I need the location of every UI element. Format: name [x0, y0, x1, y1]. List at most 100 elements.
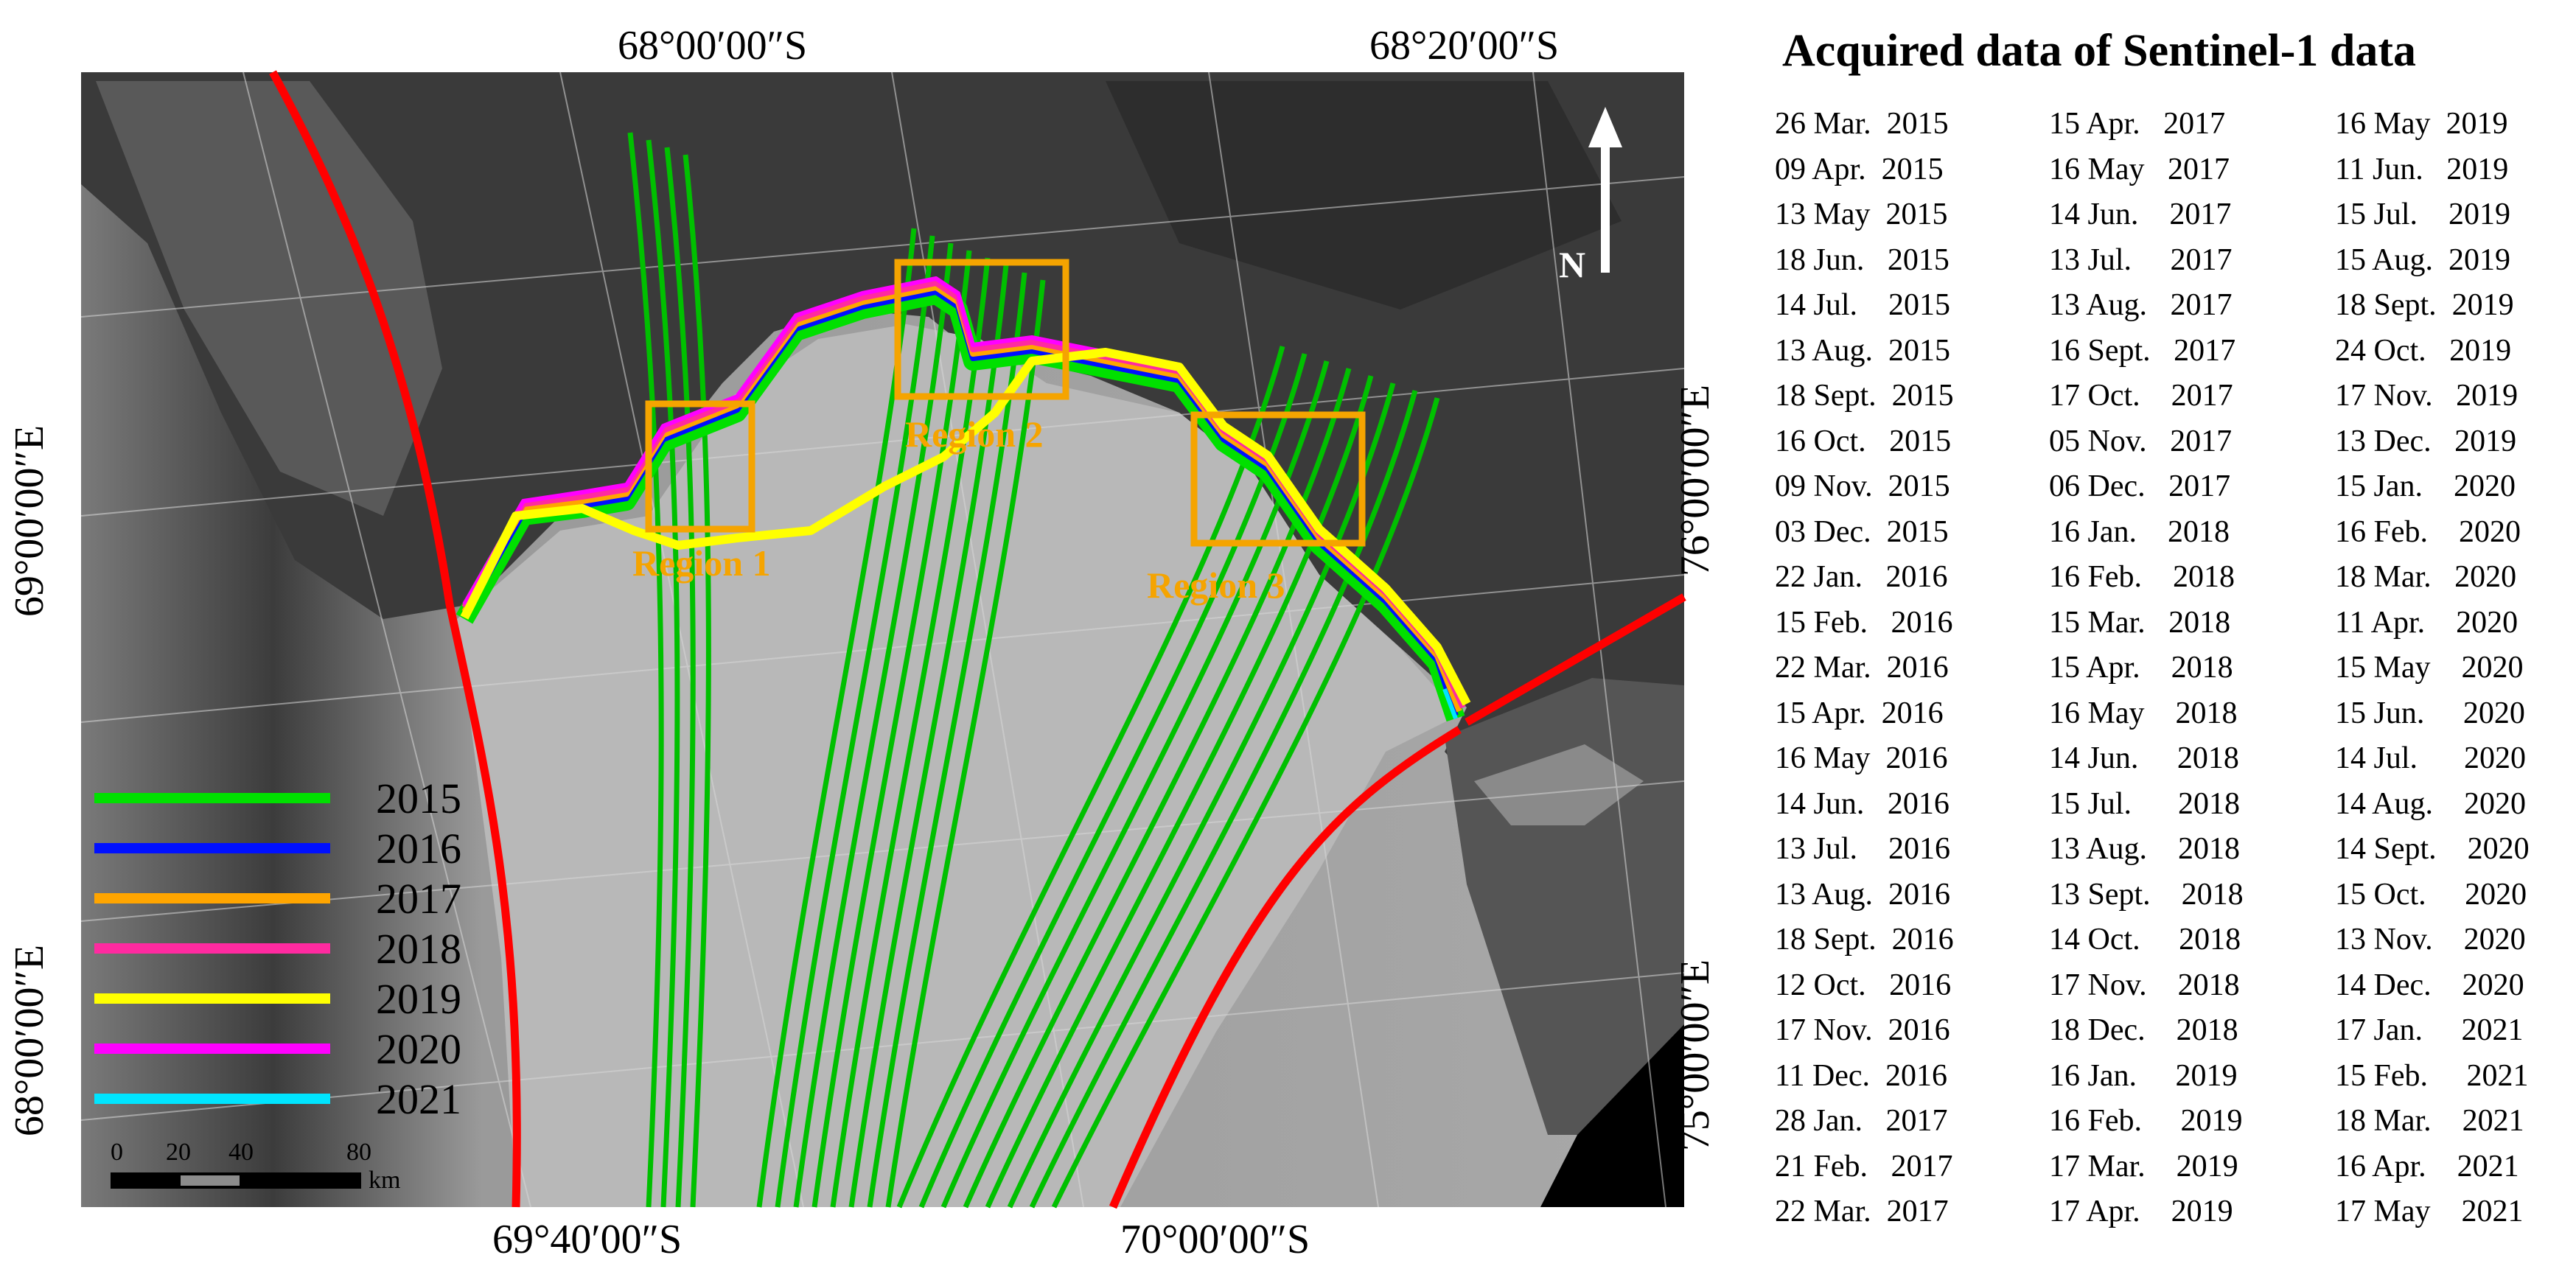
acquisition-date: 11 Jun. 2019	[2335, 152, 2509, 186]
acquisition-date: 16 Feb. 2018	[2049, 560, 2235, 594]
acquisition-date: 05 Nov. 2017	[2049, 424, 2233, 458]
acquisition-date: 13 Aug. 2015	[1775, 333, 1951, 368]
acquisition-date: 14 Dec. 2020	[2335, 968, 2524, 1002]
acquisition-date: 13 Aug. 2016	[1775, 877, 1951, 912]
acquisition-date: 13 Sept. 2018	[2049, 877, 2244, 912]
acquisition-date: 16 May 2019	[2335, 107, 2508, 141]
acquisition-date: 17 Oct. 2017	[2049, 379, 2233, 413]
region-1-box	[645, 400, 755, 533]
acquisition-date: 17 Nov. 2016	[1775, 1013, 1950, 1047]
acquisition-date: 14 Jun. 2016	[1775, 786, 1950, 821]
acquisition-date: 11 Dec. 2016	[1775, 1058, 1948, 1093]
acquisition-date: 06 Dec. 2017	[2049, 469, 2231, 503]
dates-column-2: 15 Apr. 2017 16 May 2017 14 Jun. 2017 13 Ju…	[2049, 102, 2244, 1235]
legend-swatch	[94, 1043, 330, 1054]
acquisition-date: 18 Mar. 2021	[2335, 1104, 2524, 1138]
acquisition-date: 13 Aug. 2018	[2049, 832, 2241, 866]
acquisition-date: 14 Jul. 2015	[1775, 288, 1951, 322]
top-lat-label-2: 68°20′00″S	[1369, 23, 1560, 69]
legend-swatch	[94, 943, 330, 954]
acquisition-date: 16 Jan. 2019	[2049, 1058, 2238, 1093]
left-lon-label-2: 68°00′00″E	[7, 944, 52, 1137]
acquisition-date: 17 Apr. 2019	[2049, 1195, 2233, 1228]
scale-tick: 80	[346, 1139, 371, 1166]
acquisition-date: 13 Jul. 2016	[1775, 832, 1951, 866]
acquisition-date: 14 Jun. 2018	[2049, 741, 2239, 775]
legend-item-2015: 2015	[88, 774, 501, 824]
acquisition-date: 15 Apr. 2017	[2049, 107, 2226, 141]
acquisition-date: 14 Aug. 2020	[2335, 786, 2527, 821]
acquisition-date: 16 Jan. 2018	[2049, 514, 2230, 549]
acquisition-date: 17 May 2021	[2335, 1195, 2524, 1228]
north-arrow-icon	[1588, 107, 1622, 273]
acquisition-date: 13 Aug. 2017	[2049, 288, 2233, 322]
legend-label: 2021	[376, 1075, 461, 1123]
acquisition-date: 15 Jan. 2020	[2335, 469, 2516, 503]
legend-item-2021: 2021	[88, 1074, 501, 1125]
scale-bar-graphic	[111, 1172, 361, 1189]
legend-label: 2020	[376, 1025, 461, 1073]
legend-item-2020: 2020	[88, 1024, 501, 1074]
region-2-box	[894, 259, 1069, 400]
dates-column-3: 16 May 2019 11 Jun. 2019 15 Jul. 2019 15 Au…	[2335, 102, 2530, 1235]
dates-column-1: 26 Mar. 2015 09 Apr. 2015 13 May 2015 18 Ju…	[1775, 102, 1954, 1235]
acquisition-date: 15 May 2020	[2335, 651, 2524, 685]
acquisition-date: 09 Apr. 2015	[1775, 152, 1944, 186]
satellite-map	[80, 70, 1686, 1209]
acquisition-date: 14 Oct. 2018	[2049, 923, 2241, 957]
acquisition-date: 15 Feb. 2021	[2335, 1058, 2529, 1093]
acquisition-date: 24 Oct. 2019	[2335, 333, 2512, 368]
year-legend: 2015 2016 2017 2018 2019 2020 2021	[88, 774, 501, 1125]
acquisition-date: 28 Jan. 2017	[1775, 1104, 1948, 1138]
acquisition-date: 18 Sept. 2016	[1775, 923, 1954, 957]
legend-label: 2015	[376, 775, 461, 822]
acquisition-date: 17 Nov. 2019	[2335, 379, 2519, 413]
acquisition-date: 17 Nov. 2018	[2049, 968, 2240, 1002]
region-1-label: Region 1	[632, 542, 771, 584]
scale-bar: 0 20 40 80 km	[111, 1139, 420, 1194]
legend-swatch	[94, 1094, 330, 1104]
top-lat-label-1: 68°00′00″S	[618, 23, 808, 69]
acquisition-date: 22 Jan. 2016	[1775, 560, 1948, 594]
legend-swatch	[94, 993, 330, 1004]
right-lon-label-1: 76°00′00″E	[1672, 384, 1718, 577]
acquisition-date: 16 May 2016	[1775, 741, 1948, 775]
acquisition-date: 09 Nov. 2015	[1775, 469, 1950, 503]
acquisition-date: 15 Jul. 2018	[2049, 786, 2241, 821]
acquisition-date: 03 Dec. 2015	[1775, 514, 1949, 549]
region-3-box	[1190, 411, 1366, 547]
acquisition-date: 16 Feb. 2019	[2049, 1104, 2243, 1138]
acquisition-date: 14 Jul. 2020	[2335, 741, 2527, 775]
acquisition-date: 15 Jul. 2019	[2335, 197, 2511, 231]
acquisition-date: 15 Feb. 2016	[1775, 605, 1953, 640]
legend-label: 2019	[376, 975, 461, 1023]
scale-tick: 40	[228, 1139, 254, 1166]
map-panel: 68°00′00″S 68°20′00″S 69°40′00″S 70°00′0…	[7, 23, 1718, 1262]
acquisition-date: 11 Apr. 2020	[2335, 605, 2519, 640]
acquisition-date: 18 Dec. 2018	[2049, 1013, 2238, 1047]
legend-item-2016: 2016	[88, 824, 501, 874]
acquisition-date: 15 Jun. 2020	[2335, 696, 2525, 730]
acquisition-date: 13 Nov. 2020	[2335, 923, 2526, 957]
acquisition-date: 15 Mar. 2018	[2049, 605, 2231, 640]
scale-unit: km	[369, 1167, 401, 1194]
legend-item-2019: 2019	[88, 974, 501, 1024]
legend-label: 2018	[376, 925, 461, 973]
acquisition-date: 18 Sept. 2015	[1775, 379, 1954, 413]
acquisition-date: 16 May 2017	[2049, 152, 2230, 186]
acquisition-date: 16 Oct. 2015	[1775, 424, 1952, 458]
bottom-lat-label-2: 70°00′00″S	[1120, 1217, 1310, 1262]
scale-tick: 20	[166, 1139, 191, 1166]
flowlines	[627, 132, 1440, 1209]
drainage-boundary	[269, 70, 1686, 1209]
legend-item-2017: 2017	[88, 874, 501, 924]
panel-title: Acquired data of Sentinel-1 data	[1782, 26, 2417, 76]
acquisition-date: 26 Mar. 2015	[1775, 107, 1949, 141]
right-lon-label-2: 75°00′00″E	[1672, 959, 1718, 1152]
acquisition-date: 16 Feb. 2020	[2335, 514, 2521, 549]
acquisition-date: 17 Mar. 2019	[2049, 1149, 2238, 1184]
acquisition-date: 22 Mar. 2016	[1775, 651, 1949, 685]
acquisition-date: 15 Aug. 2019	[2335, 242, 2511, 277]
left-lon-label-1: 69°00′00″E	[7, 424, 52, 618]
legend-swatch	[94, 843, 330, 853]
